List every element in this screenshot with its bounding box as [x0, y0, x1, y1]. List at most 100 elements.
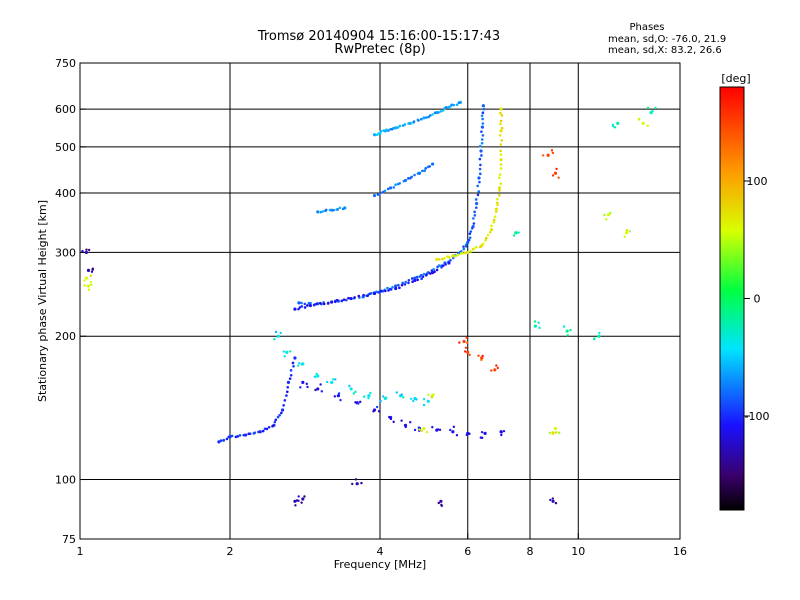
echo-dot: [443, 256, 446, 260]
echo-dot: [333, 395, 337, 398]
echo-dot: [433, 111, 437, 115]
colorbar-tick-label: 100: [747, 175, 768, 188]
echo-dot: [465, 433, 468, 437]
series-scatter: [458, 149, 560, 372]
echo-dot: [309, 301, 312, 305]
echo-dot: [498, 189, 501, 192]
phase-legend-line-x: mean, sd,X: 83.2, 26.6: [608, 45, 722, 56]
echo-dot: [351, 482, 354, 486]
echo-dot: [384, 289, 387, 293]
echo-dot: [467, 238, 471, 242]
data-point: [477, 176, 481, 180]
echo-dot: [285, 390, 289, 394]
data-point: [336, 394, 340, 398]
echo-dot: [89, 274, 92, 278]
echo-dot: [85, 248, 88, 251]
echo-dot: [646, 106, 650, 110]
echo-dot: [392, 127, 395, 130]
echo-dot: [465, 336, 468, 339]
echo-dot: [271, 424, 274, 428]
echo-dot: [551, 174, 555, 177]
data-point: [308, 303, 313, 308]
data-point: [466, 240, 470, 244]
data-point: [466, 250, 470, 255]
echo-dot: [340, 299, 344, 303]
echo-dot: [407, 281, 410, 285]
echo-dot: [441, 264, 445, 267]
echo-dot: [464, 243, 468, 247]
echo-dot: [303, 302, 307, 306]
echo-dot: [410, 277, 414, 280]
echo-dot: [352, 392, 356, 395]
echo-dot: [438, 258, 441, 261]
echo-dot: [538, 326, 541, 330]
series-scatter: [299, 380, 506, 440]
echo-dot: [452, 425, 456, 429]
echo-dot: [420, 429, 424, 432]
echo-dot: [283, 355, 286, 358]
echo-dot: [421, 275, 425, 279]
echo-dot: [278, 413, 281, 417]
echo-dot: [344, 298, 348, 302]
echo-dot: [449, 258, 452, 262]
echo-dot: [550, 149, 554, 152]
echo-dot: [303, 495, 306, 498]
echo-dot: [257, 430, 260, 434]
echo-dot: [437, 501, 440, 505]
data-point: [451, 430, 455, 434]
series-trace: [217, 356, 297, 444]
data-point: [86, 284, 91, 288]
echo-dot: [593, 337, 596, 340]
echo-dot: [369, 391, 372, 395]
echo-dot: [334, 378, 337, 381]
echo-dot: [464, 346, 468, 350]
echo-dot: [375, 405, 379, 409]
echo-dot: [377, 410, 381, 413]
echo-dot: [400, 283, 404, 287]
echo-dot: [303, 306, 307, 309]
y-tick-label: 500: [55, 141, 76, 154]
echo-dot: [554, 431, 558, 434]
echo-dot: [541, 154, 545, 157]
echo-dot: [514, 231, 517, 235]
phase-legend-title: Phases: [629, 22, 664, 33]
data-points: [81, 100, 657, 508]
echo-dot: [605, 218, 608, 221]
echo-dot: [372, 410, 375, 413]
echo-dot: [354, 478, 358, 481]
echo-dot: [319, 383, 322, 386]
echo-dot: [312, 303, 316, 307]
echo-dot: [562, 325, 566, 328]
echo-dot: [398, 286, 401, 290]
echo-dot: [478, 144, 482, 148]
echo-dot: [427, 115, 430, 119]
data-point: [86, 268, 91, 273]
y-tick-label: 75: [62, 533, 76, 546]
echo-dot: [551, 497, 555, 500]
echo-dot: [379, 400, 382, 403]
echo-dot: [500, 139, 504, 142]
echo-dot: [83, 279, 86, 282]
echo-dot: [386, 286, 389, 290]
echo-dot: [416, 278, 420, 282]
echo-dot: [90, 283, 93, 286]
echo-dot: [427, 393, 430, 396]
echo-dot: [383, 189, 387, 193]
y-axis-label: Stationary phase Virtual Height [km]: [36, 200, 49, 402]
echo-dot: [387, 129, 390, 132]
echo-dot: [300, 305, 304, 308]
echo-dot: [366, 294, 369, 298]
echo-dot: [468, 353, 471, 357]
echo-dot: [394, 183, 397, 186]
echo-dot: [435, 268, 439, 272]
series-scatter: [83, 117, 649, 435]
echo-dot: [463, 251, 467, 255]
data-point: [301, 497, 305, 501]
echo-dot: [454, 254, 458, 258]
axis-ticks: 1 2 4 6 8 10 16 75 100 200 300 400 500 600 750: [55, 57, 687, 558]
echo-dot: [416, 172, 420, 175]
y-tick-label: 200: [55, 330, 76, 343]
echo-dot: [395, 391, 398, 394]
echo-dot: [625, 229, 629, 232]
echo-dot: [440, 503, 443, 507]
